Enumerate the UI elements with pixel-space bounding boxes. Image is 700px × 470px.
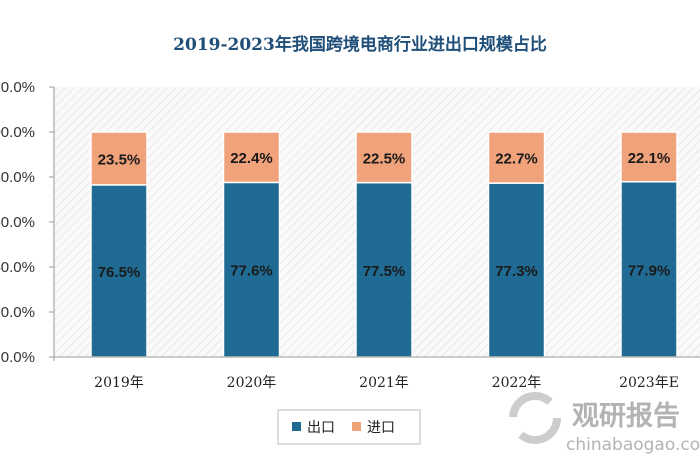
y-tick-label: 120.0% bbox=[0, 79, 35, 96]
y-axis: 0.0% 20.0% 40.0% 60.0% 80.0% 100.0% 120.0% bbox=[0, 79, 55, 366]
watermark-url: chinabaogao.com bbox=[566, 435, 700, 455]
bar-segment-export bbox=[222, 181, 281, 358]
watermark-text: 观研报告 bbox=[572, 401, 680, 432]
data-label-export: 77.9% bbox=[628, 262, 671, 279]
x-axis: 2019年 2020年 2021年 2022年 2023年E bbox=[54, 356, 700, 391]
bar-segment-import bbox=[355, 131, 413, 184]
data-label-import: 22.1% bbox=[628, 150, 671, 167]
y-tick-label: 80.0% bbox=[0, 169, 35, 186]
bar-segment-export bbox=[620, 180, 678, 358]
bar-segment-import bbox=[487, 131, 546, 184]
y-tick-label: 100.0% bbox=[0, 124, 35, 141]
data-label-import: 22.5% bbox=[363, 150, 406, 167]
watermark-logo: 观研报告 chinabaogao.com bbox=[509, 392, 700, 455]
bar-segment-export bbox=[90, 184, 148, 358]
y-tick-label: 20.0% bbox=[0, 304, 35, 321]
x-tick-label: 2021年 bbox=[359, 375, 409, 391]
x-tick-label: 2023年E bbox=[619, 375, 679, 391]
data-label-export: 77.5% bbox=[363, 263, 406, 280]
x-tick-label: 2020年 bbox=[227, 375, 277, 391]
bar-segment-export bbox=[487, 182, 546, 358]
data-label-import: 23.5% bbox=[98, 151, 141, 168]
y-tick-label: 40.0% bbox=[0, 259, 35, 276]
legend-label-import: 进口 bbox=[367, 420, 395, 436]
bar-segment-import bbox=[620, 131, 678, 183]
chart-title: 2019-2023年我国跨境电商行业进出口规模占比 bbox=[173, 34, 547, 55]
legend-swatch-import bbox=[352, 422, 361, 431]
data-label-export: 76.5% bbox=[98, 264, 141, 281]
legend-swatch-export bbox=[292, 422, 301, 431]
legend: 出口 进口 bbox=[277, 409, 421, 445]
y-tick-label: 0.0% bbox=[1, 349, 35, 366]
data-label-import: 22.7% bbox=[495, 151, 538, 168]
bars: 76.5% 23.5% 77.6% 22.4% 77.5% 22.5% 77.3% 22.7%… bbox=[90, 131, 678, 358]
legend-box bbox=[277, 409, 421, 445]
data-label-import: 22.4% bbox=[230, 150, 273, 167]
x-tick-label: 2022年 bbox=[492, 375, 542, 391]
x-tick-label: 2019年 bbox=[94, 375, 144, 391]
y-tick-label: 60.0% bbox=[0, 214, 35, 231]
bar-segment-import bbox=[90, 131, 148, 186]
legend-label-export: 出口 bbox=[307, 420, 335, 436]
data-label-export: 77.3% bbox=[495, 263, 538, 280]
data-label-export: 77.6% bbox=[230, 263, 273, 280]
bar-segment-import bbox=[222, 131, 281, 184]
